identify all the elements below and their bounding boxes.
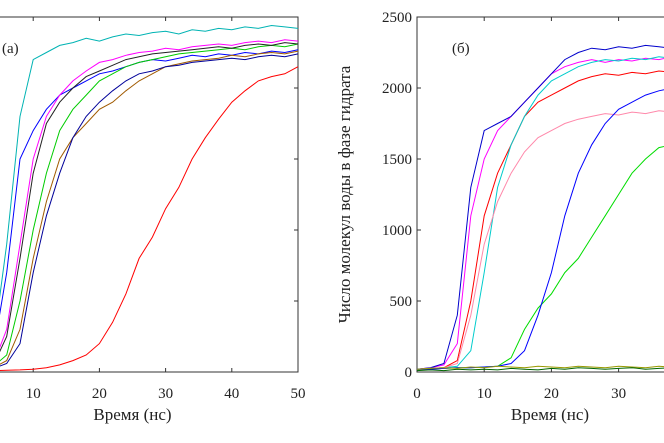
x-tick-label: 20	[544, 386, 559, 402]
y-tick-label: 1000	[382, 223, 412, 239]
x-axis-label: Время (нс)	[93, 405, 171, 424]
plot-frame	[416, 16, 664, 373]
x-tick-label: 10	[477, 386, 492, 402]
series-line	[416, 57, 664, 370]
x-tick-label: 30	[611, 386, 626, 402]
series-line	[417, 146, 664, 370]
series-line	[416, 110, 664, 370]
series-line	[416, 70, 664, 370]
series-line	[416, 56, 664, 370]
series-line	[416, 44, 664, 370]
series-line	[0, 53, 299, 367]
series-line	[0, 39, 299, 349]
x-tick-label: 50	[291, 386, 306, 402]
series-line	[416, 365, 664, 370]
x-tick-label: 10	[26, 386, 41, 402]
x-tick-label: 40	[224, 386, 239, 402]
series-line	[0, 43, 299, 362]
panel-label: (а)	[2, 41, 19, 57]
series-line	[0, 24, 299, 299]
y-tick-label: 2500	[382, 10, 412, 26]
y-tick-label: 2000	[382, 81, 412, 97]
x-axis-label: Время (нс)	[511, 405, 589, 424]
x-tick-label: 20	[92, 386, 107, 402]
plot-frame	[0, 16, 299, 373]
y-tick-label: 0	[405, 365, 413, 381]
series-line	[0, 50, 299, 365]
x-tick-label: 0	[413, 386, 421, 402]
series-line	[0, 42, 299, 353]
y-tick-label: 1500	[382, 152, 412, 168]
panel-label: (б)	[452, 41, 470, 57]
y-axis-label: Число молекул воды в фазе гидрата	[335, 65, 354, 323]
x-tick-label: 30	[158, 386, 173, 402]
series-line	[0, 66, 299, 371]
series-line	[416, 367, 664, 372]
y-tick-label: 500	[390, 294, 413, 310]
